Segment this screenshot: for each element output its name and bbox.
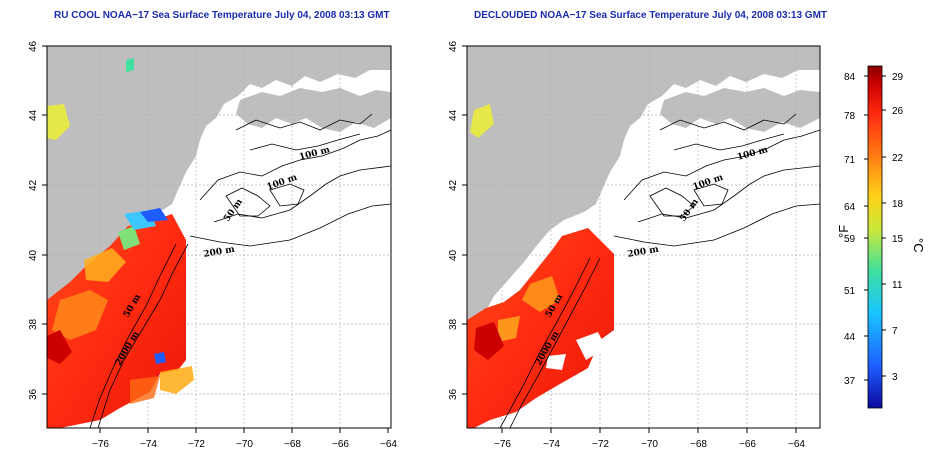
right-x-tick-74: −74: [543, 439, 560, 450]
right-x-tick-76: −76: [494, 439, 511, 450]
colorbar-c-tick-7: 7: [892, 326, 898, 337]
left-land: [47, 46, 391, 360]
right-y-tick-36: 36: [448, 388, 459, 400]
left-y-tick-38: 38: [28, 318, 39, 330]
left-map: 100 m 100 m 50 m 200 m 50 m 2000 m: [47, 46, 391, 428]
colorbar-ticks: [864, 75, 886, 381]
left-y-tick-40: 40: [28, 249, 39, 261]
colorbar-fahrenheit-label: °F: [836, 225, 851, 238]
colorbar-f-tick-78: 78: [844, 111, 856, 122]
right-map-frame: [466, 45, 821, 429]
left-map-title: RU COOL NOAA−17 Sea Surface Temperature …: [54, 10, 390, 21]
right-map: 100 m 100 m 50 m 200 m 50 m 2000 m: [467, 46, 820, 428]
right-grid: [467, 46, 820, 428]
right-y-axis: [462, 45, 467, 395]
colorbar-f-tick-59: 59: [844, 234, 856, 245]
left-x-tick-72: −72: [188, 439, 205, 450]
colorbar-f-tick-51: 51: [844, 286, 856, 297]
right-sst-field: [467, 228, 614, 428]
left-x-tick-74: −74: [140, 439, 157, 450]
right-y-tick-46: 46: [448, 40, 459, 52]
colorbar-c-tick-3: 3: [892, 372, 898, 383]
left-y-tick-36: 36: [28, 388, 39, 400]
colorbar-f-tick-37: 37: [844, 376, 856, 387]
left-y-axis: [42, 45, 47, 395]
colorbar-c-tick-29: 29: [892, 72, 904, 83]
right-x-tick-70: −70: [641, 439, 658, 450]
right-x-tick-68: −68: [690, 439, 707, 450]
colorbar-celsius-label: °C: [911, 238, 926, 253]
right-contours: [499, 113, 820, 428]
temperature-colorbar: [867, 65, 883, 409]
right-land: [467, 46, 820, 360]
right-x-axis: [501, 428, 797, 433]
left-x-tick-70: −70: [236, 439, 253, 450]
right-map-title: DECLOUDED NOAA−17 Sea Surface Temperatur…: [474, 10, 828, 21]
left-y-tick-46: 46: [28, 40, 39, 52]
colorbar-f-tick-84: 84: [844, 72, 856, 83]
right-x-tick-66: −66: [739, 439, 756, 450]
colorbar-f-tick-44: 44: [844, 332, 856, 343]
left-map-frame: [46, 45, 392, 429]
right-x-tick-64: −64: [788, 439, 805, 450]
right-y-tick-42: 42: [448, 179, 459, 191]
left-sst-field: [47, 214, 186, 428]
left-contours: [89, 113, 391, 428]
left-x-tick-76: −76: [92, 439, 109, 450]
right-y-tick-40: 40: [448, 249, 459, 261]
colorbar-f-tick-64: 64: [844, 202, 856, 213]
left-x-tick-64: −64: [380, 439, 397, 450]
right-y-tick-38: 38: [448, 318, 459, 330]
right-y-tick-44: 44: [448, 109, 459, 121]
colorbar-c-tick-18: 18: [892, 199, 904, 210]
left-y-tick-44: 44: [28, 109, 39, 121]
left-x-tick-68: −68: [284, 439, 301, 450]
colorbar-c-tick-22: 22: [892, 153, 904, 164]
right-x-tick-72: −72: [592, 439, 609, 450]
colorbar-f-tick-71: 71: [844, 155, 856, 166]
colorbar-c-tick-11: 11: [892, 280, 903, 291]
colorbar-c-tick-26: 26: [892, 106, 904, 117]
left-y-tick-42: 42: [28, 179, 39, 191]
left-x-tick-66: −66: [332, 439, 349, 450]
left-x-axis: [99, 428, 389, 433]
colorbar-c-tick-15: 15: [892, 234, 904, 245]
